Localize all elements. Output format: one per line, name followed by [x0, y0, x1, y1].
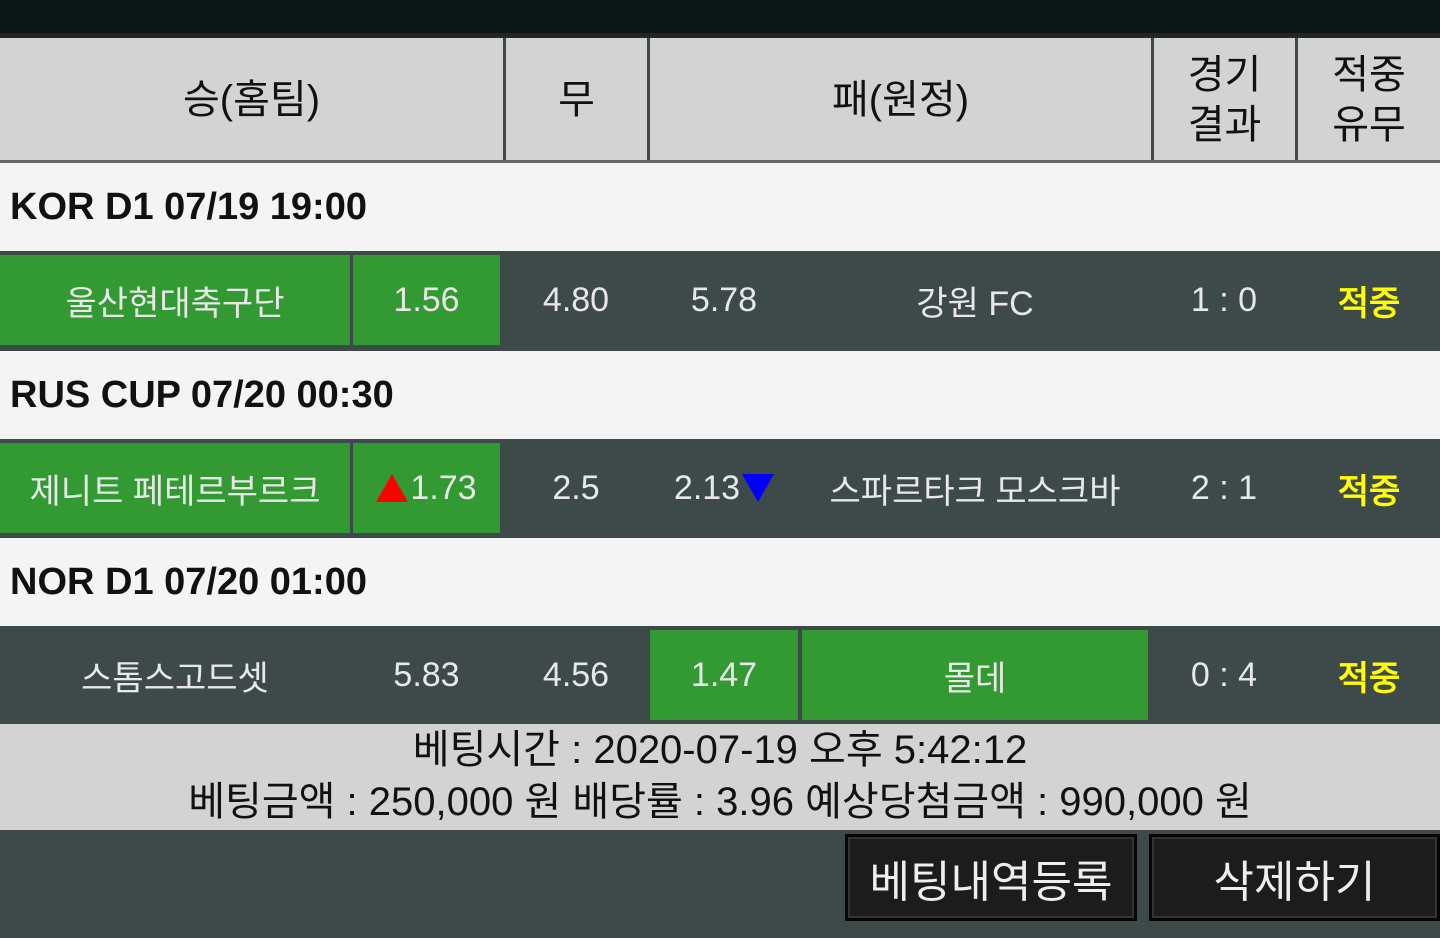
- header-home: 승(홈팀): [0, 38, 503, 161]
- home-text: 울산현대축구단: [65, 284, 285, 323]
- bet-summary: 베팅금액 : 250,000 원 배당률 : 3.96 예상당첨금액 : 990…: [188, 780, 1252, 824]
- home-odds-text: 5.83: [393, 655, 460, 694]
- cell-home[interactable]: 제니트 페테르부르크: [0, 443, 350, 533]
- away-odds-text: 1.47: [690, 655, 758, 694]
- odds-down-icon: [742, 474, 775, 502]
- away-odds-text: 5.78: [690, 280, 758, 319]
- hit-text: 적중: [1337, 659, 1401, 698]
- cell-result: 2 : 1: [1154, 443, 1294, 533]
- away-odds-text: 2.13: [673, 468, 741, 507]
- home-odds-text: 1.73: [410, 468, 477, 507]
- result-text: 2 : 1: [1190, 468, 1258, 507]
- league-header: NOR D1 07/20 01:00: [0, 538, 1440, 626]
- result-text: 0 : 4: [1190, 655, 1258, 694]
- header-result: 경기 결과: [1154, 38, 1295, 161]
- home-text: 제니트 페테르부르크: [29, 472, 321, 511]
- league-header: RUS CUP 07/20 00:30: [0, 351, 1440, 439]
- cell-hit: 적중: [1298, 255, 1440, 345]
- header-hit: 적중 유무: [1298, 38, 1440, 161]
- cell-home[interactable]: 스톰스고드셋: [0, 630, 350, 720]
- away-text: 몰데: [943, 659, 1007, 698]
- top-bar: [0, 0, 1440, 33]
- home-text: 스톰스고드셋: [81, 659, 269, 698]
- cell-hit: 적중: [1298, 443, 1440, 533]
- bet-time: 베팅시간 : 2020-07-19 오후 5:42:12: [412, 728, 1028, 772]
- away-text: 강원 FC: [916, 284, 1034, 323]
- cell-away-odds[interactable]: 2.13: [650, 443, 798, 533]
- league-header: KOR D1 07/19 19:00: [0, 163, 1440, 251]
- divider: [0, 33, 1440, 38]
- delete-button[interactable]: 삭제하기: [1149, 834, 1440, 921]
- draw-text: 4.80: [542, 280, 610, 319]
- cell-hit: 적중: [1298, 630, 1440, 720]
- cell-draw[interactable]: 4.56: [506, 630, 646, 720]
- cell-result: 1 : 0: [1154, 255, 1294, 345]
- odds-up-icon: [376, 474, 409, 502]
- cell-away[interactable]: 강원 FC: [802, 255, 1148, 345]
- cell-away[interactable]: 몰데: [802, 630, 1148, 720]
- hit-text: 적중: [1337, 472, 1401, 511]
- draw-text: 4.56: [542, 655, 610, 694]
- header-draw: 무: [506, 38, 647, 161]
- cell-result: 0 : 4: [1154, 630, 1294, 720]
- away-text: 스파르타크 모스크바: [829, 472, 1121, 511]
- cell-away-odds[interactable]: 5.78: [650, 255, 798, 345]
- cell-away[interactable]: 스파르타크 모스크바: [802, 443, 1148, 533]
- result-text: 1 : 0: [1190, 280, 1258, 319]
- cell-home-odds[interactable]: 1.56: [353, 255, 500, 345]
- cell-home-odds[interactable]: 5.83: [353, 630, 500, 720]
- cell-draw[interactable]: 4.80: [506, 255, 646, 345]
- cell-away-odds[interactable]: 1.47: [650, 630, 798, 720]
- draw-text: 2.5: [552, 468, 600, 507]
- hit-text: 적중: [1337, 284, 1401, 323]
- divider: [0, 160, 1440, 163]
- register-bet-button[interactable]: 베팅내역등록: [845, 834, 1137, 921]
- cell-home[interactable]: 울산현대축구단: [0, 255, 350, 345]
- cell-draw[interactable]: 2.5: [506, 443, 646, 533]
- cell-home-odds[interactable]: 1.73: [353, 443, 500, 533]
- header-away: 패(원정): [650, 38, 1151, 161]
- bet-info: 베팅시간 : 2020-07-19 오후 5:42:12 베팅금액 : 250,…: [0, 724, 1440, 830]
- home-odds-text: 1.56: [393, 280, 460, 319]
